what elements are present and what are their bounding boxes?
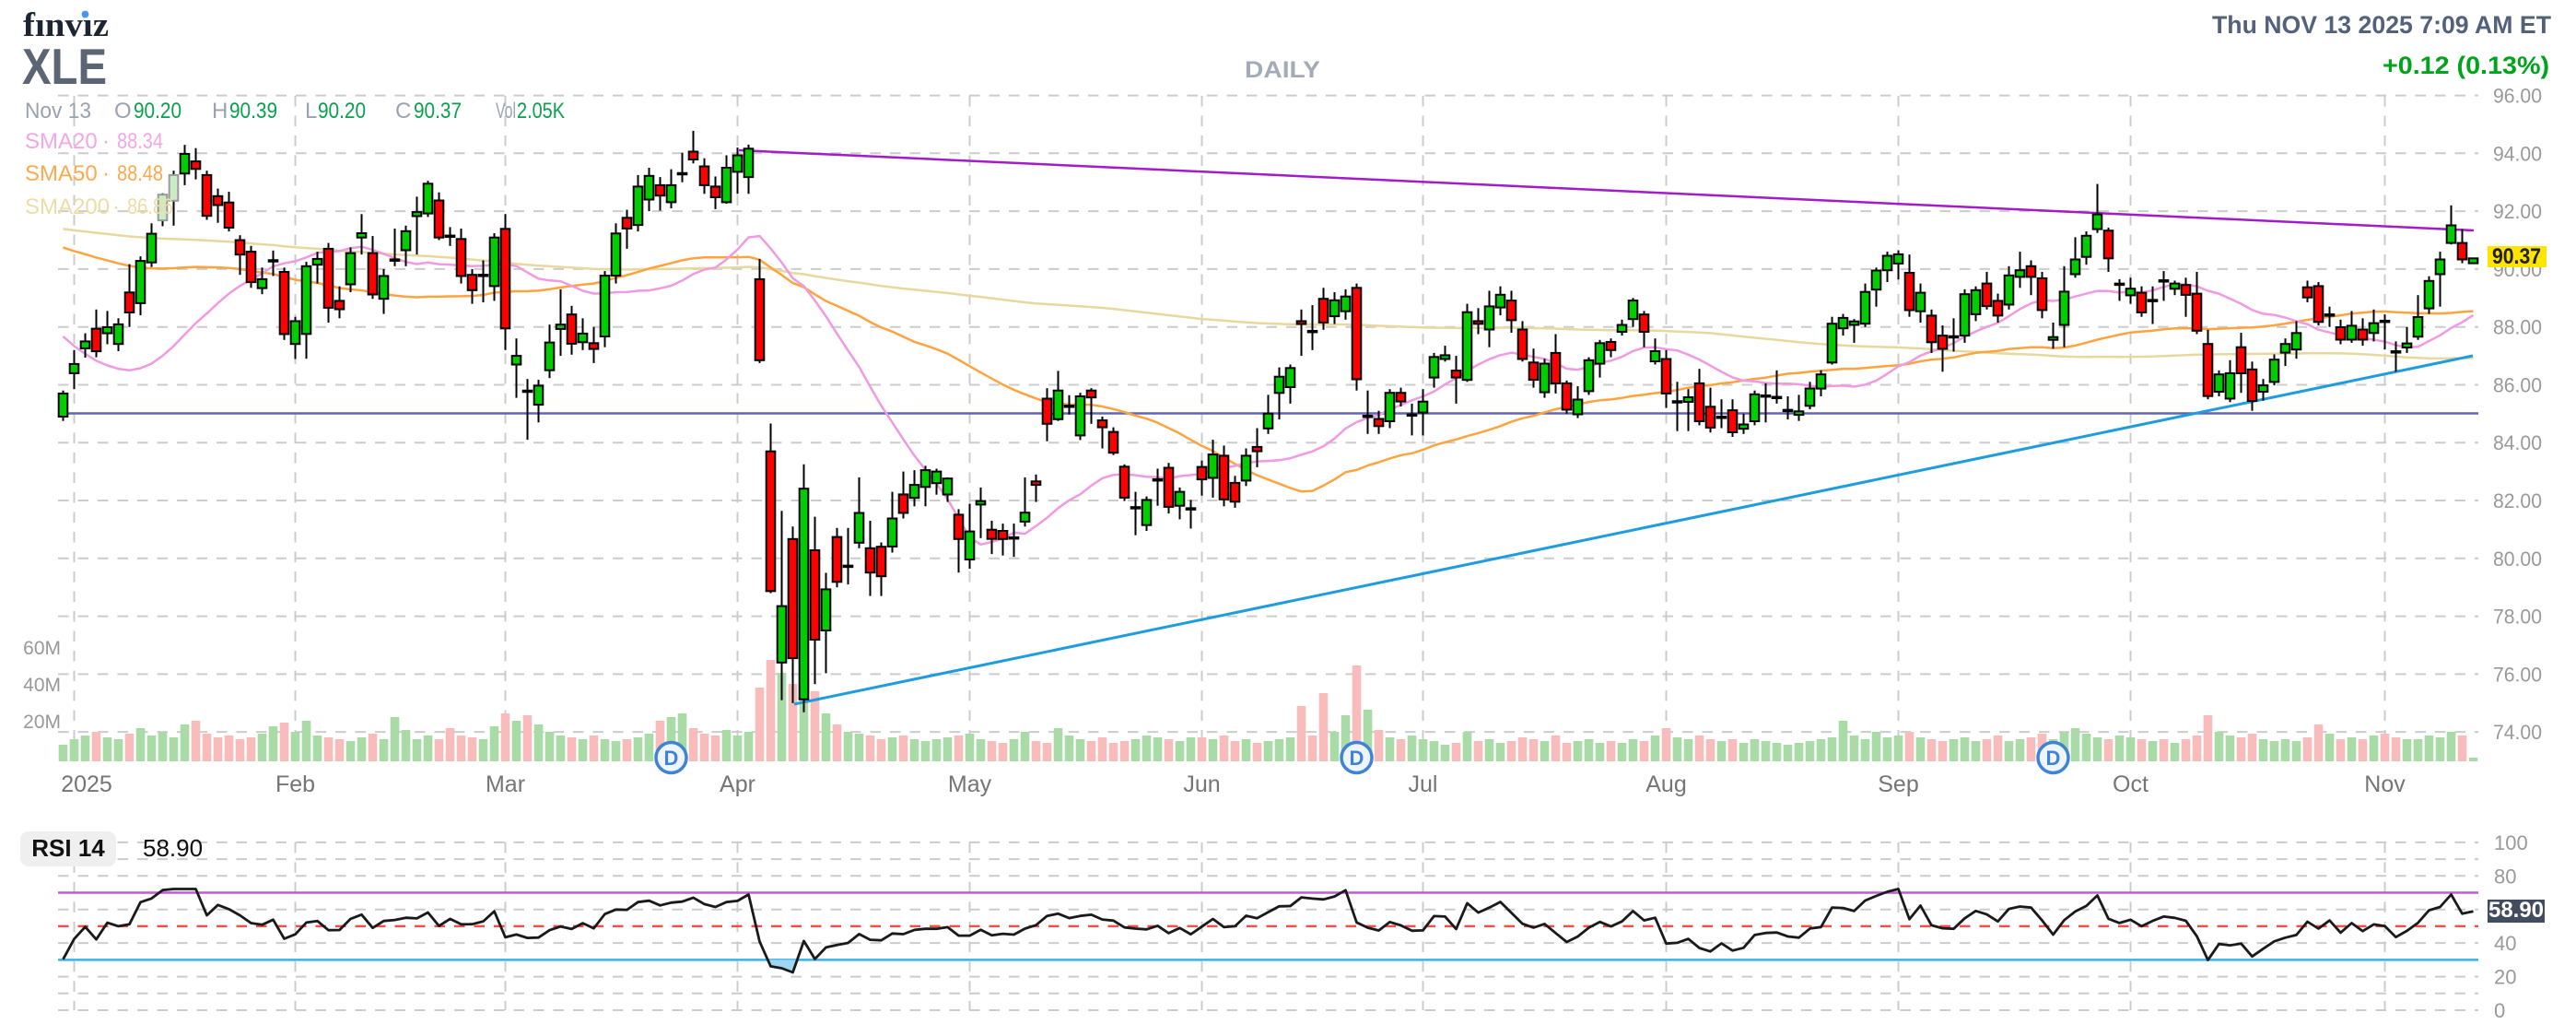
svg-text:90.37: 90.37 (414, 99, 462, 124)
svg-text:2025: 2025 (61, 771, 112, 797)
svg-text:78.00: 78.00 (2493, 606, 2542, 629)
svg-text:40M: 40M (23, 675, 61, 696)
svg-text:Jun: Jun (1183, 771, 1220, 797)
svg-text:90.20: 90.20 (318, 99, 366, 124)
svg-text:80: 80 (2494, 865, 2516, 888)
svg-text:86.00: 86.00 (2493, 374, 2542, 397)
svg-text:88.48: 88.48 (117, 161, 163, 186)
svg-text:20: 20 (2494, 966, 2516, 989)
svg-text:84.00: 84.00 (2493, 431, 2542, 454)
svg-text:86.86: 86.86 (127, 194, 173, 219)
svg-text:88.34: 88.34 (117, 129, 163, 154)
svg-text:0: 0 (2494, 999, 2505, 1022)
svg-text:58.90: 58.90 (2488, 898, 2544, 923)
svg-text:Nov: Nov (2364, 771, 2406, 797)
svg-text:40: 40 (2494, 932, 2516, 955)
svg-text:O: O (114, 99, 132, 124)
svg-text:60M: 60M (23, 638, 61, 659)
svg-text:74.00: 74.00 (2493, 721, 2542, 744)
svg-text:20: 20 (73, 129, 98, 154)
svg-text:92.00: 92.00 (2493, 200, 2542, 223)
svg-text:96.00: 96.00 (2493, 85, 2542, 108)
svg-text:Mar: Mar (486, 771, 525, 797)
svg-text:SMA: SMA (25, 129, 73, 154)
svg-text:D: D (664, 747, 679, 770)
svg-text:DAILY: DAILY (1245, 57, 1320, 83)
svg-text:RSI 14: RSI 14 (31, 834, 105, 862)
svg-text:XLE: XLE (22, 38, 107, 95)
svg-text:L: L (305, 99, 317, 124)
svg-text:100: 100 (2494, 831, 2528, 854)
svg-text:May: May (948, 771, 992, 797)
svg-text:SMA: SMA (25, 161, 73, 186)
svg-text:·: · (102, 161, 110, 186)
svg-text:D: D (2046, 747, 2061, 770)
svg-text:50: 50 (73, 161, 98, 186)
svg-text:2.05K: 2.05K (517, 99, 565, 124)
svg-text:H: H (212, 99, 228, 124)
svg-text:·: · (102, 129, 110, 154)
svg-text:fınvız: fınvız (23, 6, 109, 44)
svg-text:Apr: Apr (720, 771, 755, 797)
svg-text:90.37: 90.37 (2492, 244, 2541, 269)
svg-text:Aug: Aug (1645, 771, 1686, 797)
svg-text:94.00: 94.00 (2493, 142, 2542, 165)
svg-text:SMA: SMA (25, 194, 73, 219)
svg-text:C: C (395, 99, 411, 124)
svg-text:Vol: Vol (496, 99, 516, 124)
svg-text:88.00: 88.00 (2493, 316, 2542, 339)
svg-text:+0.12 (0.13%): +0.12 (0.13%) (2383, 52, 2549, 79)
svg-text:76.00: 76.00 (2493, 663, 2542, 686)
svg-text:200: 200 (73, 194, 110, 219)
svg-text:Feb: Feb (275, 771, 315, 797)
svg-text:80.00: 80.00 (2493, 547, 2542, 571)
svg-text:·: · (112, 194, 120, 219)
svg-text:Thu NOV 13 2025 7:09 AM ET: Thu NOV 13 2025 7:09 AM ET (2212, 11, 2551, 39)
svg-text:58.90: 58.90 (143, 834, 203, 862)
svg-text:Nov 13: Nov 13 (25, 99, 91, 124)
svg-text:Oct: Oct (2113, 771, 2149, 797)
svg-text:D: D (1350, 747, 1364, 770)
svg-text:90.39: 90.39 (229, 99, 277, 124)
svg-text:Sep: Sep (1878, 771, 1918, 797)
svg-text:90.20: 90.20 (134, 99, 181, 124)
svg-text:Jul: Jul (1409, 771, 1438, 797)
svg-text:82.00: 82.00 (2493, 489, 2542, 512)
svg-text:20M: 20M (23, 712, 61, 733)
